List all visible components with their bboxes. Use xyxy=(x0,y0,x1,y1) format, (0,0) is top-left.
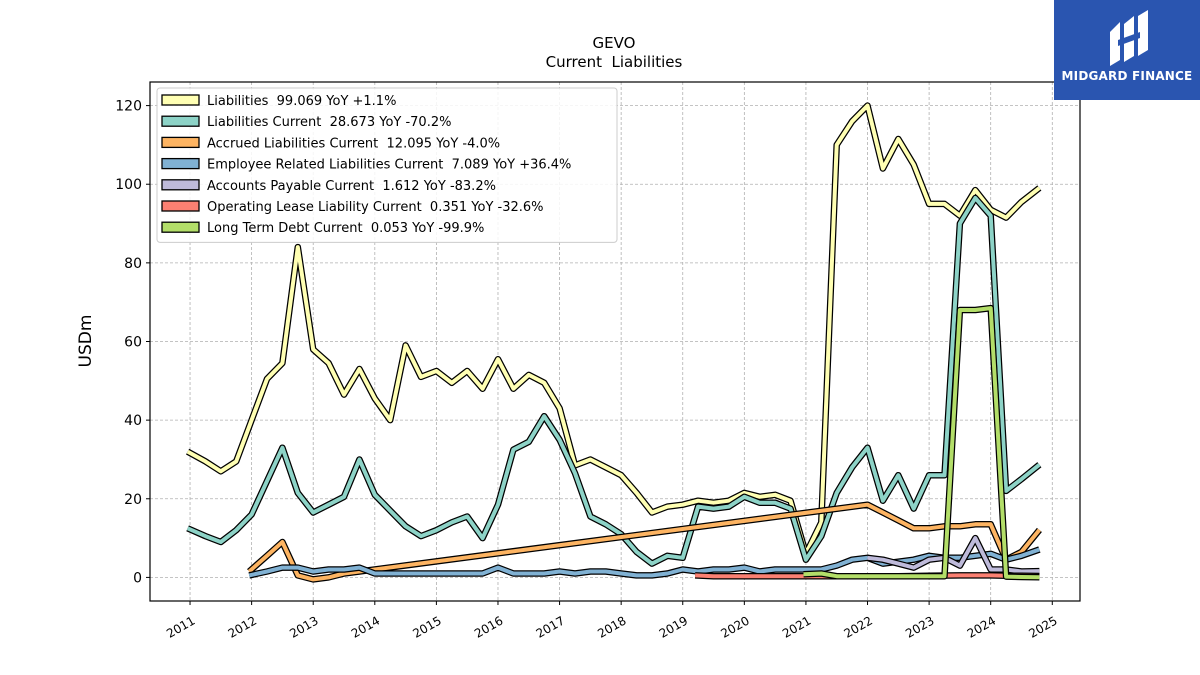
legend-swatch-3 xyxy=(161,157,200,170)
x-tick-label: 2023 xyxy=(903,613,936,640)
x-tick-label: 2019 xyxy=(657,613,690,640)
y-ticks: 0 20 40 60 80 100 120 xyxy=(115,99,150,586)
x-tick-label: 2014 xyxy=(349,613,382,640)
y-tick-label: 100 xyxy=(115,177,142,193)
y-tick-label: 40 xyxy=(124,413,142,429)
y-tick-label: 120 xyxy=(115,99,142,115)
x-tick-label: 2011 xyxy=(164,613,197,640)
series-line-1 xyxy=(186,196,1041,566)
legend-label-0: Liabilities 99.069 YoY +1.1% xyxy=(207,94,396,109)
x-ticks: 2011 2012 2013 2014 2015 2016 2017 2018 2019 2020… xyxy=(164,601,1060,641)
y-tick-label: 60 xyxy=(124,335,142,351)
series-line-0 xyxy=(186,103,1041,556)
legend-label-5: Operating Lease Liability Current 0.351 … xyxy=(207,200,544,215)
series-lines xyxy=(186,102,1042,583)
x-tick-label: 2021 xyxy=(780,613,813,640)
x-tick-label: 2017 xyxy=(534,613,567,640)
y-axis-label: USDm xyxy=(76,315,96,368)
y-tick-label: 20 xyxy=(124,492,142,508)
chart-title: GEVO xyxy=(593,34,636,52)
series-line-6 xyxy=(803,306,1040,580)
legend-box xyxy=(156,87,618,243)
chart-subtitle: Current Liabilities xyxy=(546,53,683,71)
x-tick-label: 2018 xyxy=(595,613,628,640)
brand-name: MIDGARD FINANCE xyxy=(1061,69,1193,83)
legend-label-4: Accounts Payable Current 1.612 YoY -83.2… xyxy=(207,179,496,194)
x-tick-label: 2024 xyxy=(965,613,998,640)
series-line-2 xyxy=(247,502,1041,582)
legend-label-2: Accrued Liabilities Current 12.095 YoY -… xyxy=(207,136,500,151)
y-tick-label: 80 xyxy=(124,256,142,272)
legend-label-1: Liabilities Current 28.673 YoY -70.2% xyxy=(207,115,451,130)
x-tick-label: 2025 xyxy=(1026,613,1059,640)
legend-label-6: Long Term Debt Current 0.053 YoY -99.9% xyxy=(207,221,484,236)
legend-swatch-0 xyxy=(161,94,200,106)
x-tick-label: 2022 xyxy=(842,613,875,640)
x-tick-label: 2020 xyxy=(718,613,751,640)
legend-swatch-2 xyxy=(161,136,200,149)
legend-swatch-6 xyxy=(161,221,200,233)
legend: Liabilities 99.069 YoY +1.1% Liabilities … xyxy=(156,87,618,243)
legend-swatch-4 xyxy=(161,179,200,191)
series-line-3 xyxy=(248,547,1041,578)
x-tick-label: 2013 xyxy=(287,613,320,640)
y-tick-label: 0 xyxy=(133,570,142,586)
legend-label-3: Employee Related Liabilities Current 7.0… xyxy=(207,158,571,173)
x-tick-label: 2015 xyxy=(410,613,443,640)
legend-swatch-5 xyxy=(161,200,200,212)
legend-swatch-1 xyxy=(161,115,200,127)
x-tick-label: 2016 xyxy=(472,613,505,640)
brand-mark-icon xyxy=(1110,10,1148,66)
brand-logo: MIDGARD FINANCE xyxy=(1054,0,1200,100)
x-tick-label: 2012 xyxy=(226,613,259,640)
